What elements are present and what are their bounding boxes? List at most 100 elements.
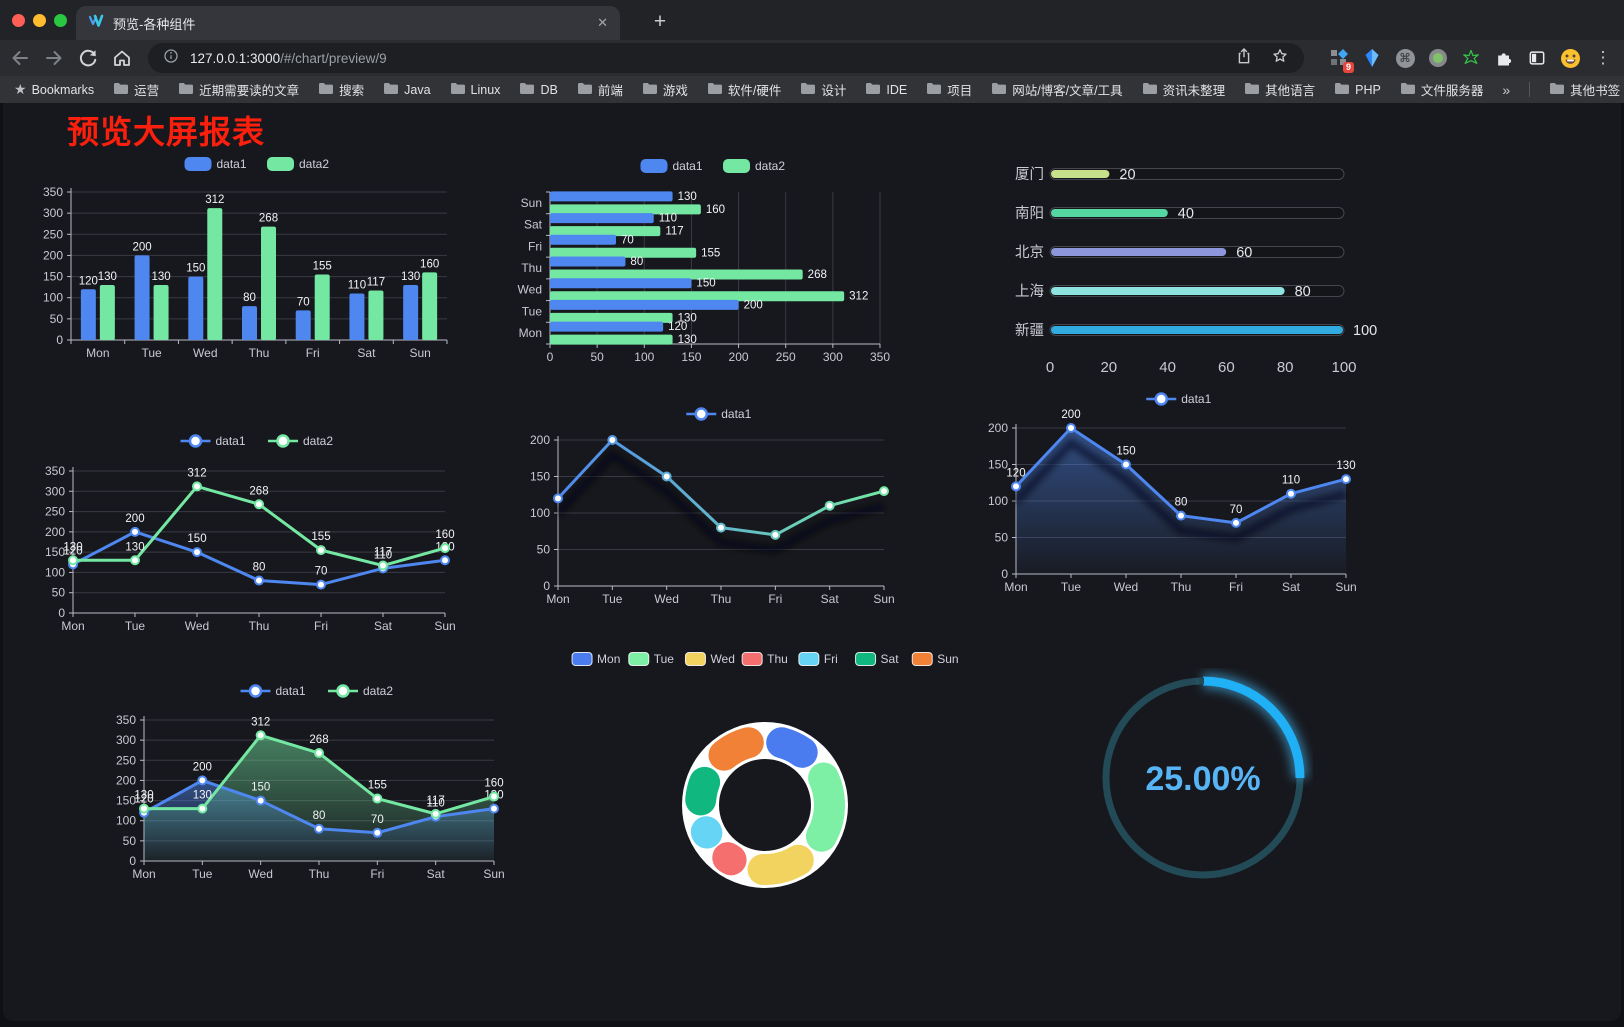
svg-text:160: 160 [706, 204, 725, 216]
bookmark-folder[interactable]: 前端 [577, 80, 623, 99]
svg-text:Mon: Mon [519, 326, 542, 340]
svg-text:Sun: Sun [521, 196, 542, 210]
svg-text:150: 150 [696, 278, 715, 290]
record-extension-icon[interactable] [1426, 46, 1450, 70]
reload-button[interactable] [74, 44, 102, 72]
sidebar-extension-icon[interactable] [1525, 46, 1549, 70]
svg-text:50: 50 [537, 543, 551, 557]
svg-text:70: 70 [315, 566, 328, 578]
svg-text:0: 0 [1001, 567, 1008, 581]
folder-icon [1244, 82, 1260, 98]
svg-text:268: 268 [808, 269, 827, 281]
tab-close-icon[interactable]: ✕ [597, 15, 608, 30]
bookmark-folder[interactable]: 项目 [926, 80, 972, 99]
window-zoom-button[interactable] [54, 14, 67, 27]
svg-text:Sat: Sat [427, 867, 446, 881]
forward-button[interactable] [40, 44, 68, 72]
browser-toolbar: 127.0.0.1:3000/#/chart/preview/9 9 ⌘ [0, 40, 1624, 76]
svg-text:Sun: Sun [409, 346, 430, 360]
extension-badge: 9 [1342, 62, 1354, 73]
svg-text:南阳: 南阳 [1015, 205, 1044, 222]
svg-text:Thu: Thu [249, 619, 270, 633]
svg-text:Sun: Sun [434, 619, 455, 633]
folder-icon [318, 82, 334, 98]
svg-text:Tue: Tue [192, 867, 213, 881]
svg-text:110: 110 [1282, 475, 1300, 487]
bookmark-folder[interactable]: 网站/博客/文章/工具 [991, 80, 1123, 99]
bookmark-folder[interactable]: 其他语言 [1244, 80, 1315, 99]
address-bar[interactable]: 127.0.0.1:3000/#/chart/preview/9 [148, 43, 1304, 73]
svg-text:40: 40 [1159, 359, 1176, 376]
url-path: /#/chart/preview/9 [280, 50, 387, 66]
gradient-line-chart: 0 50 100 150 200 Mon Tue Wed Thu Fri Sat Sun data1 [530, 407, 895, 606]
bookmark-folder[interactable]: 近期需要读的文章 [178, 80, 299, 99]
svg-text:200: 200 [43, 248, 63, 262]
svg-text:300: 300 [45, 484, 65, 498]
bookmark-folder[interactable]: 运营 [113, 80, 159, 99]
folder-icon [991, 82, 1007, 98]
favicon [88, 13, 104, 34]
green-star-extension-icon[interactable] [1459, 46, 1483, 70]
svg-text:100: 100 [45, 565, 65, 579]
svg-text:Sun: Sun [873, 592, 894, 606]
emoji-extension-icon[interactable] [1558, 46, 1582, 70]
other-bookmarks-folder[interactable]: 其他书签 [1549, 80, 1620, 99]
bookmark-folder[interactable]: 文件服务器 [1400, 80, 1483, 99]
back-button[interactable] [6, 44, 34, 72]
extension-grid-diamond-icon[interactable]: 9 [1327, 46, 1354, 73]
folder-icon [1549, 82, 1565, 98]
bookmark-folder[interactable]: IDE [865, 82, 907, 98]
svg-text:117: 117 [367, 277, 385, 289]
svg-text:60: 60 [1236, 245, 1252, 261]
svg-text:Tue: Tue [522, 304, 543, 318]
svg-text:0: 0 [56, 333, 63, 347]
bookmark-folder[interactable]: Linux [450, 82, 501, 98]
bookmark-label: 前端 [597, 84, 623, 98]
bookmark-folder[interactable]: 资讯未整理 [1142, 80, 1225, 99]
bookmark-folder[interactable]: Java [383, 82, 431, 98]
home-button[interactable] [108, 44, 136, 72]
svg-text:150: 150 [187, 533, 206, 545]
svg-text:200: 200 [125, 513, 144, 525]
browser-menu-button[interactable]: ⋮ [1594, 48, 1612, 67]
svg-text:data1: data1 [673, 159, 703, 173]
new-tab-button[interactable]: + [653, 10, 667, 33]
svg-text:268: 268 [249, 485, 268, 497]
bookmarks-overflow-button[interactable]: » [1502, 81, 1511, 98]
bookmarks-manager[interactable]: ★ Bookmarks [14, 81, 94, 98]
bookmark-folder[interactable]: 搜索 [318, 80, 364, 99]
bookmark-folder[interactable]: 设计 [800, 80, 846, 99]
svg-text:Sun: Sun [937, 652, 958, 666]
svg-text:Fri: Fri [314, 619, 328, 633]
bookmarks-list: 运营 近期需要读的文章 搜索 Java Linux DB 前端 游戏 软件/硬件 设计 IDE 项目 网… [113, 80, 1483, 99]
svg-text:110: 110 [374, 549, 392, 561]
svg-text:110: 110 [348, 279, 366, 291]
bookmark-folder[interactable]: 游戏 [642, 80, 688, 99]
bookmark-label: Linux [470, 82, 501, 97]
command-extension-icon[interactable]: ⌘ [1393, 46, 1417, 70]
svg-text:110: 110 [426, 798, 444, 810]
bookmark-folder[interactable]: PHP [1334, 82, 1381, 98]
puzzle-extension-icon[interactable] [1492, 46, 1516, 70]
svg-text:data2: data2 [299, 157, 329, 171]
svg-text:130: 130 [63, 541, 82, 553]
kite-extension-icon[interactable] [1360, 46, 1384, 70]
share-icon[interactable] [1234, 46, 1254, 71]
bookmark-folder[interactable]: 软件/硬件 [707, 80, 781, 99]
window-close-button[interactable] [12, 14, 25, 27]
svg-text:250: 250 [116, 753, 136, 767]
svg-text:117: 117 [426, 795, 444, 807]
svg-text:250: 250 [45, 505, 65, 519]
site-info-icon[interactable] [162, 47, 180, 70]
svg-text:Wed: Wed [710, 652, 734, 666]
svg-text:130: 130 [193, 790, 212, 802]
svg-text:Fri: Fri [1229, 580, 1243, 594]
browser-tab[interactable]: 预览-各种组件 ✕ [76, 6, 620, 40]
folder-icon [1142, 82, 1158, 98]
bookmark-folder[interactable]: DB [519, 82, 558, 98]
svg-text:20: 20 [1100, 359, 1117, 376]
bookmarks-star-icon: ★ [14, 81, 27, 97]
bookmark-star-icon[interactable] [1270, 46, 1290, 71]
window-minimize-button[interactable] [33, 14, 46, 27]
bookmark-label: 游戏 [662, 84, 688, 98]
